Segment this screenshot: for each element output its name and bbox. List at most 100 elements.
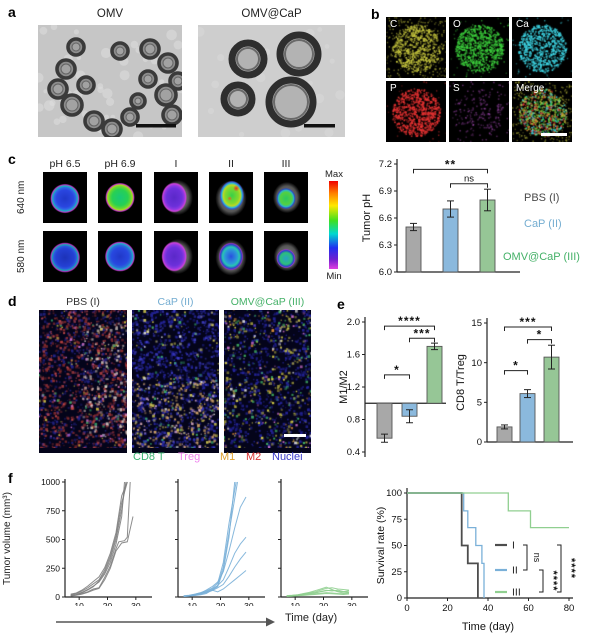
svg-text:*: * — [394, 363, 400, 377]
stain-treg: Treg — [178, 451, 201, 463]
eds-map-o: O — [449, 17, 509, 78]
svg-text:I: I — [512, 540, 515, 552]
svg-text:6.0: 6.0 — [379, 267, 392, 278]
svg-text:10: 10 — [74, 601, 84, 606]
eds-map-p-label: P — [390, 83, 397, 94]
svg-text:****: **** — [398, 314, 421, 328]
panel-f-letter: f — [8, 470, 13, 486]
svg-text:ns: ns — [464, 173, 474, 184]
svg-text:30: 30 — [347, 601, 357, 606]
row-header-640nm: 640 nm — [16, 180, 27, 215]
svg-text:CD8 T/Treg: CD8 T/Treg — [455, 354, 467, 411]
svg-text:2.0: 2.0 — [347, 317, 360, 328]
survival-chart: 0 25 50 75 100 0 20 40 60 80 Survival rate (%) Time… — [375, 488, 577, 633]
svg-text:750: 750 — [46, 506, 60, 516]
svg-text:20: 20 — [216, 601, 226, 606]
svg-text:80: 80 — [564, 603, 575, 614]
svg-text:40: 40 — [483, 603, 494, 614]
svg-text:0.8: 0.8 — [347, 415, 360, 426]
eds-map-ca: Ca — [512, 17, 572, 78]
col-header-iii: III — [281, 158, 291, 170]
eds-map-p: P — [386, 81, 446, 142]
eds-map-s: S — [449, 81, 509, 142]
svg-text:0: 0 — [477, 437, 482, 448]
svg-text:1.6: 1.6 — [347, 350, 360, 361]
fluor-580-ph69 — [98, 231, 142, 282]
ihc-image-cap — [132, 310, 219, 453]
colorbar-min-label: Min — [326, 271, 342, 282]
svg-text:10: 10 — [187, 601, 197, 606]
stain-m1: M1 — [220, 451, 236, 463]
svg-text:6.9: 6.9 — [379, 186, 392, 197]
eds-map-o-label: O — [453, 19, 461, 30]
svg-text:10: 10 — [471, 358, 482, 369]
panel-b-letter: b — [371, 6, 380, 22]
svg-text:*: * — [513, 359, 519, 373]
svg-text:1000: 1000 — [41, 477, 60, 487]
eds-map-merge: Merge — [512, 81, 572, 142]
tem-omv-title: OMV — [96, 8, 124, 20]
svg-text:**: ** — [445, 157, 456, 171]
fluor-580-ph65 — [43, 231, 87, 282]
legend-cap: CaP (II) — [524, 218, 562, 230]
eds-map-c: C — [386, 17, 446, 78]
svg-text:III: III — [512, 587, 521, 599]
time-arrow — [56, 617, 275, 627]
svg-text:30: 30 — [244, 601, 254, 606]
svg-text:6.6: 6.6 — [379, 213, 392, 224]
svg-text:*: * — [537, 328, 543, 342]
col-header-ph69: pH 6.9 — [104, 158, 136, 170]
svg-text:10: 10 — [290, 601, 300, 606]
svg-text:***: *** — [519, 315, 536, 329]
eds-map-s-label: S — [453, 83, 460, 94]
svg-text:75: 75 — [391, 514, 402, 525]
svg-text:1.2: 1.2 — [347, 382, 360, 393]
fluor-640-ph69 — [98, 172, 142, 223]
time-arrow-label: Time (day) — [285, 612, 338, 624]
svg-text:Tumor pH: Tumor pH — [361, 194, 373, 243]
scale-bar — [284, 434, 306, 437]
tem-image-omv-cap — [198, 25, 345, 137]
svg-text:0: 0 — [55, 592, 60, 602]
stain-cd8t: CD8 T — [133, 451, 165, 463]
ihc-header-omv-cap: OMV@CaP (III) — [230, 296, 305, 308]
svg-text:500: 500 — [46, 535, 60, 545]
panel-e-letter: e — [337, 296, 345, 312]
svg-text:Time (day): Time (day) — [462, 621, 514, 633]
svg-text:II: II — [512, 565, 518, 577]
eds-map-ca-label: Ca — [516, 19, 529, 30]
col-header-i: I — [174, 158, 178, 170]
svg-text:ns: ns — [532, 553, 542, 563]
ihc-header-cap: CaP (II) — [157, 296, 194, 308]
svg-text:250: 250 — [46, 563, 60, 573]
tumor-volume-plot-group-i: 0 250 500 750 1000 10 20 30 — [41, 477, 152, 606]
svg-text:100: 100 — [386, 488, 402, 499]
panel-d-letter: d — [8, 293, 17, 309]
eds-map-merge-label: Merge — [516, 83, 545, 94]
tumor-volume-axis-label: Tumor volume (mm³) — [2, 492, 13, 586]
ihc-image-pbs — [39, 310, 127, 453]
legend-pbs: PBS (I) — [524, 192, 560, 204]
stain-nuclei: Nuclei — [272, 451, 303, 463]
col-header-ph65: pH 6.5 — [49, 158, 81, 170]
svg-text:60: 60 — [523, 603, 534, 614]
fluor-580-i — [154, 231, 198, 282]
svg-text:20: 20 — [103, 601, 113, 606]
tem-omv-cap-title: OMV@CaP — [241, 8, 302, 20]
svg-text:Survival rate (%): Survival rate (%) — [375, 507, 387, 585]
panel-c-letter: c — [8, 151, 16, 167]
legend-omv-cap: OMV@CaP (III) — [503, 251, 580, 263]
svg-text:****: **** — [547, 570, 559, 591]
svg-text:0: 0 — [404, 603, 409, 614]
tumor-volume-plot-group-ii: 10 20 30 — [175, 479, 265, 606]
m1-m2-bar-chart: 0.40.81.21.62.0********M1/M2 — [338, 314, 446, 458]
fluor-580-iii — [264, 231, 308, 282]
svg-text:15: 15 — [471, 318, 482, 329]
ihc-header-pbs: PBS (I) — [66, 296, 100, 308]
svg-text:50: 50 — [391, 541, 402, 552]
svg-text:20: 20 — [319, 601, 329, 606]
scale-bar — [541, 133, 567, 136]
svg-text:25: 25 — [391, 567, 402, 578]
